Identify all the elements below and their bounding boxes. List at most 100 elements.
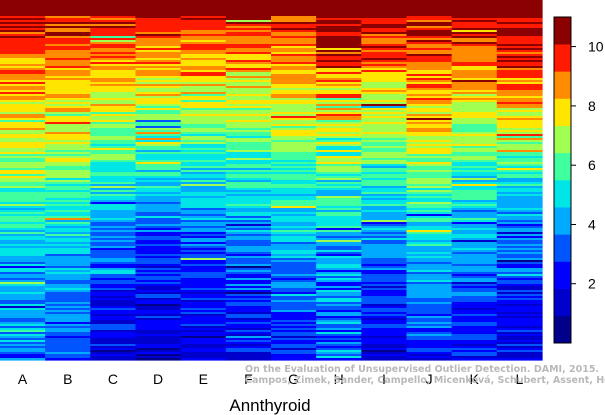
heatmap-cell xyxy=(225,308,272,311)
heatmap-cell xyxy=(271,194,317,197)
heatmap-cell xyxy=(135,38,182,41)
heatmap-cell xyxy=(45,110,91,113)
heatmap-cell xyxy=(406,84,453,87)
heatmap-cell xyxy=(135,120,182,123)
heatmap-cell xyxy=(90,182,137,185)
heatmap-cell xyxy=(45,48,91,51)
heatmap-cell xyxy=(496,142,543,145)
heatmap-cell xyxy=(180,288,227,291)
heatmap-cell xyxy=(90,158,137,161)
heatmap-cell xyxy=(135,306,182,309)
heatmap-cell xyxy=(406,264,453,267)
heatmap-cell xyxy=(135,162,182,165)
heatmap-cell xyxy=(496,212,543,215)
heatmap-cell xyxy=(361,98,408,101)
heatmap-cell xyxy=(451,262,498,265)
heatmap-cell xyxy=(361,278,408,281)
heatmap-cell xyxy=(225,190,272,193)
heatmap-cell xyxy=(180,204,227,207)
heatmap-cell xyxy=(90,188,137,191)
heatmap-cell xyxy=(0,336,46,339)
heatmap-cell xyxy=(45,252,91,255)
heatmap-cell xyxy=(406,166,453,169)
heatmap-cell xyxy=(135,234,182,237)
heatmap-cell xyxy=(406,6,453,9)
heatmap-cell xyxy=(406,170,453,173)
heatmap-cell xyxy=(361,96,408,99)
heatmap-cell xyxy=(135,164,182,167)
heatmap-cell xyxy=(225,92,272,95)
heatmap-cell xyxy=(225,146,272,149)
heatmap-cell xyxy=(180,246,227,249)
heatmap-cell xyxy=(496,176,543,179)
heatmap-cell xyxy=(135,328,182,331)
heatmap-cell xyxy=(451,110,498,113)
heatmap-cell xyxy=(451,224,498,227)
heatmap-cell xyxy=(45,146,91,149)
heatmap-cell xyxy=(180,122,227,125)
heatmap-cell xyxy=(316,14,362,17)
heatmap-cell xyxy=(225,12,272,15)
heatmap-cell xyxy=(451,282,498,285)
heatmap-cell xyxy=(496,290,543,293)
heatmap-cell xyxy=(180,300,227,303)
heatmap-cell xyxy=(451,164,498,167)
heatmap-cell xyxy=(135,222,182,225)
heatmap-cell xyxy=(406,150,453,153)
heatmap-cell xyxy=(406,184,453,187)
heatmap-cell xyxy=(0,218,46,221)
heatmap-cell xyxy=(90,340,137,343)
heatmap-cell xyxy=(496,308,543,311)
heatmap-cell xyxy=(45,320,91,323)
heatmap-cell xyxy=(451,16,498,19)
heatmap-cell xyxy=(361,88,408,91)
heatmap-cell xyxy=(90,348,137,351)
heatmap-cell xyxy=(316,10,362,13)
heatmap-cell xyxy=(135,214,182,217)
heatmap-cell xyxy=(316,116,362,119)
heatmap-cell xyxy=(361,304,408,307)
heatmap-cell xyxy=(135,124,182,127)
heatmap-cell xyxy=(361,114,408,117)
heatmap-cell xyxy=(316,0,362,3)
heatmap-cell xyxy=(316,96,362,99)
heatmap-cell xyxy=(271,208,317,211)
heatmap-cell xyxy=(451,64,498,67)
x-tick-label-F: F xyxy=(244,371,253,387)
heatmap-cell xyxy=(406,102,453,105)
heatmap-cell xyxy=(135,92,182,95)
heatmap-cell xyxy=(225,62,272,65)
heatmap-cell xyxy=(271,174,317,177)
heatmap-cell xyxy=(271,356,317,359)
heatmap-cell xyxy=(316,130,362,133)
heatmap-cell xyxy=(406,206,453,209)
heatmap-cell xyxy=(271,114,317,117)
heatmap-cell xyxy=(496,214,543,217)
heatmap-cell xyxy=(90,72,137,75)
heatmap-cell xyxy=(45,212,91,215)
heatmap-cell xyxy=(361,226,408,229)
heatmap-cell xyxy=(316,204,362,207)
heatmap-cell xyxy=(406,78,453,81)
heatmap-cell xyxy=(225,56,272,59)
heatmap-cell xyxy=(225,256,272,259)
heatmap-cell xyxy=(496,34,543,37)
heatmap-cell xyxy=(45,224,91,227)
heatmap-cell xyxy=(90,74,137,77)
heatmap-cell xyxy=(316,120,362,123)
heatmap-cell xyxy=(180,14,227,17)
heatmap-cell xyxy=(451,254,498,257)
heatmap-cell xyxy=(180,270,227,273)
heatmap-cell xyxy=(361,194,408,197)
heatmap-cell xyxy=(225,114,272,117)
heatmap-cell xyxy=(45,332,91,335)
heatmap-cell xyxy=(316,358,362,361)
heatmap-cell xyxy=(316,344,362,347)
heatmap-cell xyxy=(496,202,543,205)
heatmap-cell xyxy=(451,132,498,135)
heatmap-cell xyxy=(90,280,137,283)
heatmap-cell xyxy=(225,356,272,359)
heatmap-cell xyxy=(0,344,46,347)
heatmap-cell xyxy=(316,76,362,79)
heatmap-cell xyxy=(316,226,362,229)
